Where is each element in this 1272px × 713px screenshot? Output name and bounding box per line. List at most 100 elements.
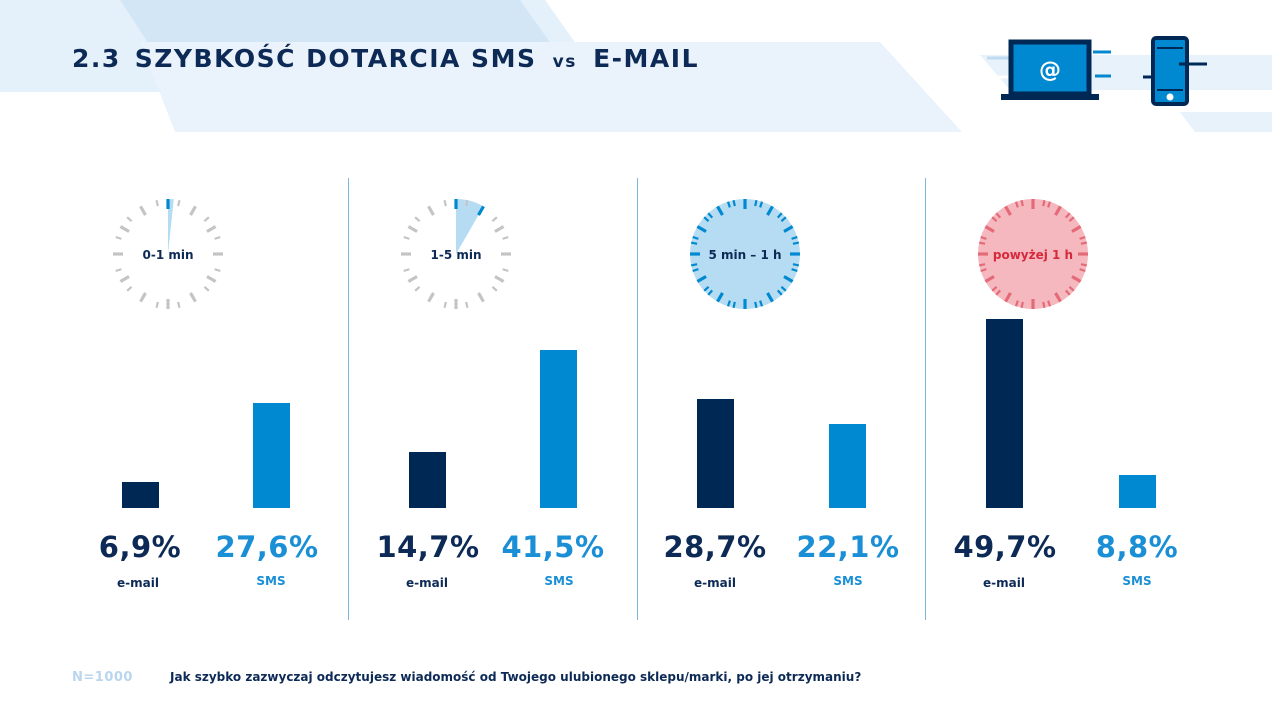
clock-tick: [732, 199, 736, 207]
clock-tick: [502, 268, 509, 273]
clock-tick: [177, 301, 181, 309]
clock-tick: [407, 275, 418, 283]
clock-tick: [792, 241, 800, 245]
title-part2: E-MAIL: [593, 44, 700, 73]
clock-tick: [783, 275, 794, 283]
clock-tick: [732, 301, 736, 309]
clock-tick: [1064, 212, 1071, 219]
clock-tick: [414, 216, 421, 223]
clock-tick: [139, 205, 147, 216]
series-label-email: e-mail: [983, 576, 1025, 590]
clock-tick: [214, 268, 221, 273]
clock-tick: [427, 292, 435, 303]
clock-tick: [1042, 199, 1046, 207]
clock-tick: [155, 301, 159, 309]
panel-1-5-min: 1-5 min 14,7% 41,5% e-mail SMS: [348, 178, 636, 620]
clock-tick: [1071, 275, 1082, 283]
clock-tick: [1079, 268, 1086, 273]
value-label-sms: 27,6%: [215, 530, 319, 564]
clock-tick: [139, 292, 147, 303]
clock-tick: [1068, 216, 1075, 223]
header-background-stripes: [0, 0, 1272, 132]
title-number: 2.3: [72, 44, 121, 73]
clock-tick: [1042, 301, 1046, 309]
clock-tick: [1047, 201, 1052, 208]
clock-tick: [978, 241, 986, 245]
value-label-sms: 8,8%: [1095, 530, 1179, 564]
clock-tick: [407, 225, 418, 233]
value-label-email: 28,7%: [663, 530, 767, 564]
clock-tick: [126, 216, 133, 223]
svg-text:@: @: [1039, 58, 1061, 83]
clock-tick: [759, 201, 764, 208]
survey-question: Jak szybko zazwyczaj odczytujesz wiadomo…: [170, 670, 862, 684]
clock-face: [690, 199, 800, 309]
clock-tick: [792, 263, 800, 267]
sample-size: N=1000: [72, 670, 133, 685]
series-label-email: e-mail: [694, 576, 736, 590]
stopwatch-icon: [113, 199, 223, 309]
page-title: 2.3 SZYBKOŚĆ DOTARCIA SMS vs E-MAIL: [72, 44, 699, 73]
clock-tick: [780, 216, 787, 223]
panel-divider: [925, 178, 926, 620]
bar-sms: [253, 403, 290, 508]
series-label-sms: SMS: [256, 574, 286, 588]
clock-tick: [491, 285, 498, 292]
bar-sms: [829, 424, 866, 508]
clock-tick: [203, 216, 210, 223]
clock-tick: [494, 225, 505, 233]
panel-5-min-1-h: 5 min – 1 h 28,7% 22,1% e-mail SMS: [637, 178, 925, 620]
clock-tick: [690, 241, 698, 245]
panel-divider: [348, 178, 349, 620]
clock-tick: [766, 205, 774, 216]
clock-tick: [427, 205, 435, 216]
clock-tick: [126, 285, 133, 292]
clock-tick: [494, 275, 505, 283]
bar-sms: [1119, 475, 1156, 508]
clock-label: 0-1 min: [142, 248, 194, 262]
clock-tick: [692, 235, 699, 240]
clock-tick: [119, 275, 130, 283]
series-label-sms: SMS: [833, 574, 863, 588]
clock-tick: [1047, 300, 1052, 307]
clock-tick: [716, 205, 724, 216]
clock-tick: [1071, 225, 1082, 233]
clock-tick: [791, 235, 798, 240]
clock-tick: [707, 289, 714, 296]
clock-tick: [119, 225, 130, 233]
value-label-email: 6,9%: [98, 530, 182, 564]
clock-tick: [716, 292, 724, 303]
value-label-sms: 22,1%: [796, 530, 900, 564]
series-label-email: e-mail: [117, 576, 159, 590]
clock-tick: [1079, 235, 1086, 240]
clock-tick: [155, 199, 159, 207]
clock-tick: [1064, 289, 1071, 296]
clock-tick: [1004, 292, 1012, 303]
clock-tick: [189, 205, 197, 216]
smartphone-sms-icon: [1143, 36, 1207, 106]
laptop-email-icon: @: [983, 39, 1111, 100]
clock-tick: [995, 289, 1002, 296]
clock-tick: [703, 216, 710, 223]
clock-tick: [115, 268, 122, 273]
clock-tick: [214, 235, 221, 240]
bar-email: [122, 482, 159, 508]
clock-tick: [1080, 263, 1088, 267]
clock-tick: [203, 285, 210, 292]
clock-tick: [984, 225, 995, 233]
clock-tick: [1020, 301, 1024, 309]
clock-tick: [465, 301, 469, 309]
clock-tick: [766, 292, 774, 303]
clock-tick: [696, 275, 707, 283]
clock-tick: [1020, 199, 1024, 207]
clock-icon: [978, 199, 1088, 309]
bar-email: [697, 399, 734, 508]
series-label-sms: SMS: [1122, 574, 1152, 588]
clock-tick: [991, 285, 998, 292]
clock-tick: [995, 212, 1002, 219]
clock-tick: [980, 235, 987, 240]
clock-tick: [791, 268, 798, 273]
bar-email: [409, 452, 446, 508]
clock-tick: [1054, 205, 1062, 216]
title-vs: vs: [552, 52, 577, 72]
